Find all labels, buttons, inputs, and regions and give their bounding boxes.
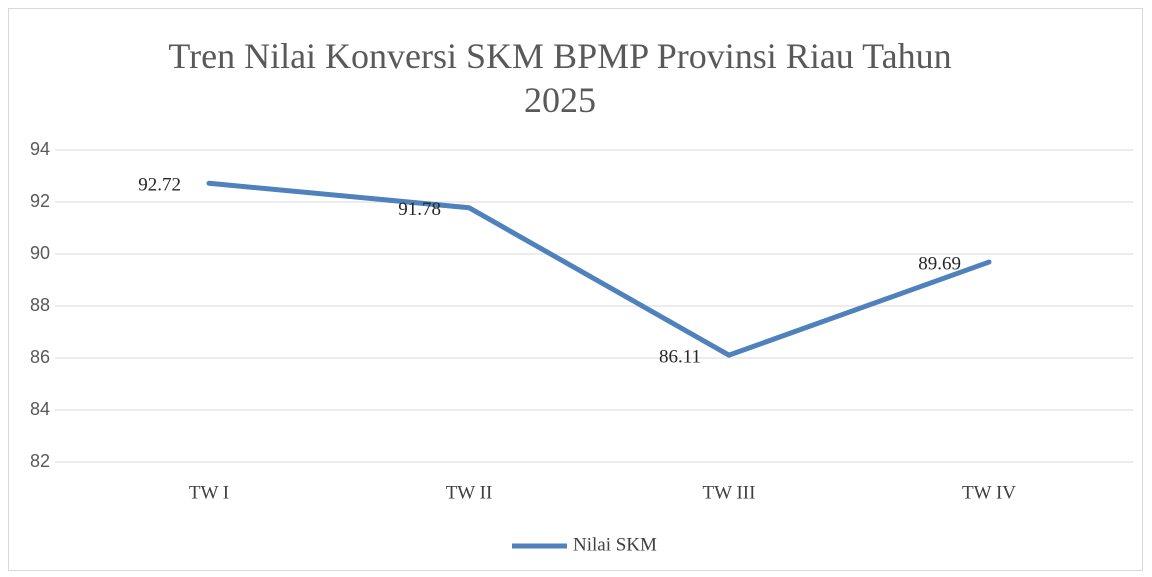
y-tick-label: 84 [30,399,50,419]
y-tick-label: 94 [30,139,50,159]
data-label: 92.72 [138,175,181,196]
data-label: 86.11 [659,346,701,367]
y-tick-label: 86 [30,347,50,367]
chart-title: Tren Nilai Konversi SKM BPMP Provinsi Ri… [168,36,952,120]
series-line [206,180,992,358]
x-tick-label: TW I [189,482,229,503]
x-tick-label: TW II [446,482,493,503]
x-tick-label: TW III [703,482,756,503]
data-label: 91.78 [398,199,441,220]
y-tick-label: 92 [30,191,50,211]
y-tick-label: 82 [30,451,50,471]
chart-border [8,8,1143,571]
y-tick-label: 90 [30,243,50,263]
legend-label: Nilai SKM [573,534,657,555]
data-label: 89.69 [918,253,961,274]
y-tick-label: 88 [30,295,50,315]
x-tick-label: TW IV [962,482,1016,503]
